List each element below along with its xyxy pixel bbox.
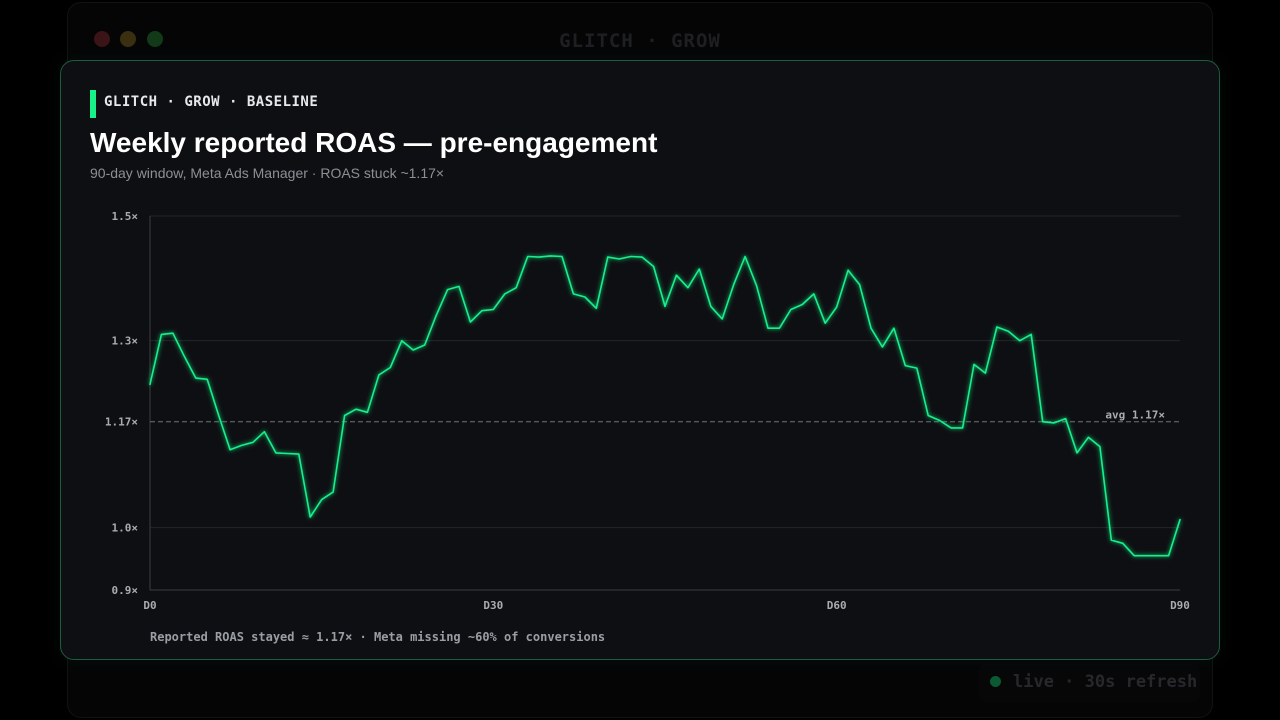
window-minimize-button[interactable] [120,31,136,47]
chart-card [60,60,1220,660]
x-tick-label: D30 [483,599,503,612]
x-tick-label: D60 [827,599,847,612]
chart-subtitle: 90-day window, Meta Ads Manager · ROAS s… [90,165,445,181]
x-tick-label: D0 [143,599,156,612]
x-tick-label: D90 [1170,599,1190,612]
chart-title: Weekly reported ROAS — pre-engagement [90,127,658,158]
accent-bar [90,90,96,118]
average-reference-label: avg 1.17× [1105,409,1165,422]
window-title: GLITCH · GROW [559,30,721,52]
y-tick-label: 0.9× [112,584,139,597]
y-tick-label: 1.0× [112,522,139,535]
card-eyebrow: GLITCH · GROW · BASELINE [104,94,319,110]
status-text: live · 30s refresh [1013,672,1198,692]
status-pill [978,664,1200,702]
y-tick-label: 1.3× [112,335,139,348]
window-close-button[interactable] [94,31,110,47]
chart-footnote: Reported ROAS stayed ≈ 1.17× · Meta miss… [150,630,606,644]
y-tick-label: 1.5× [112,210,139,223]
y-tick-label: 1.17× [105,416,138,429]
live-indicator-icon [990,676,1001,687]
roas-series-line [149,255,1181,557]
window-maximize-button[interactable] [147,31,163,47]
